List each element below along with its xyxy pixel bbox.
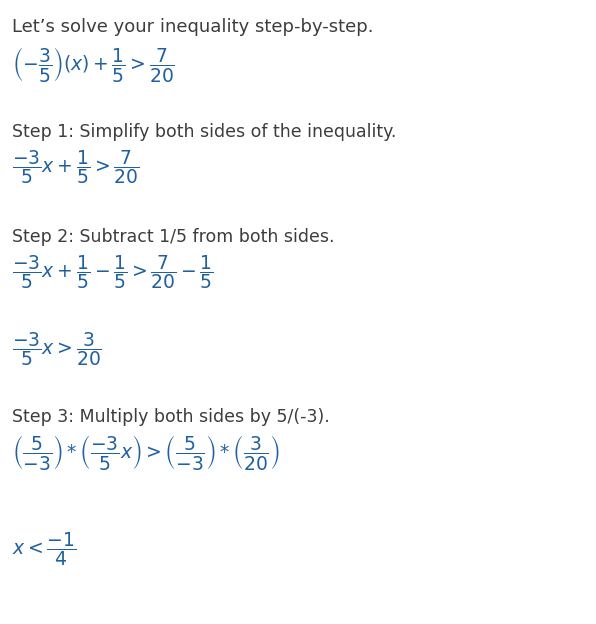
Text: Step 2: Subtract 1/5 from both sides.: Step 2: Subtract 1/5 from both sides.	[12, 228, 334, 246]
Text: $\dfrac{-3}{5}x+\dfrac{1}{5}-\dfrac{1}{5}>\dfrac{7}{20}-\dfrac{1}{5}$: $\dfrac{-3}{5}x+\dfrac{1}{5}-\dfrac{1}{5…	[12, 253, 214, 291]
Text: $\dfrac{-3}{5}x+\dfrac{1}{5}>\dfrac{7}{20}$: $\dfrac{-3}{5}x+\dfrac{1}{5}>\dfrac{7}{2…	[12, 148, 139, 186]
Text: $\left(-\dfrac{3}{5}\right)(x)+\dfrac{1}{5}>\dfrac{7}{20}$: $\left(-\dfrac{3}{5}\right)(x)+\dfrac{1}…	[12, 45, 175, 84]
Text: $\dfrac{-3}{5}x>\dfrac{3}{20}$: $\dfrac{-3}{5}x>\dfrac{3}{20}$	[12, 330, 102, 368]
Text: $x<\dfrac{-1}{4}$: $x<\dfrac{-1}{4}$	[12, 530, 76, 568]
Text: Let’s solve your inequality step-by-step.: Let’s solve your inequality step-by-step…	[12, 18, 374, 36]
Text: Step 3: Multiply both sides by 5/(-3).: Step 3: Multiply both sides by 5/(-3).	[12, 408, 330, 426]
Text: Step 1: Simplify both sides of the inequality.: Step 1: Simplify both sides of the inequ…	[12, 123, 396, 141]
Text: $\left(\dfrac{5}{-3}\right)*\left(\dfrac{-3}{5}x\right)>\left(\dfrac{5}{-3}\righ: $\left(\dfrac{5}{-3}\right)*\left(\dfrac…	[12, 433, 280, 472]
